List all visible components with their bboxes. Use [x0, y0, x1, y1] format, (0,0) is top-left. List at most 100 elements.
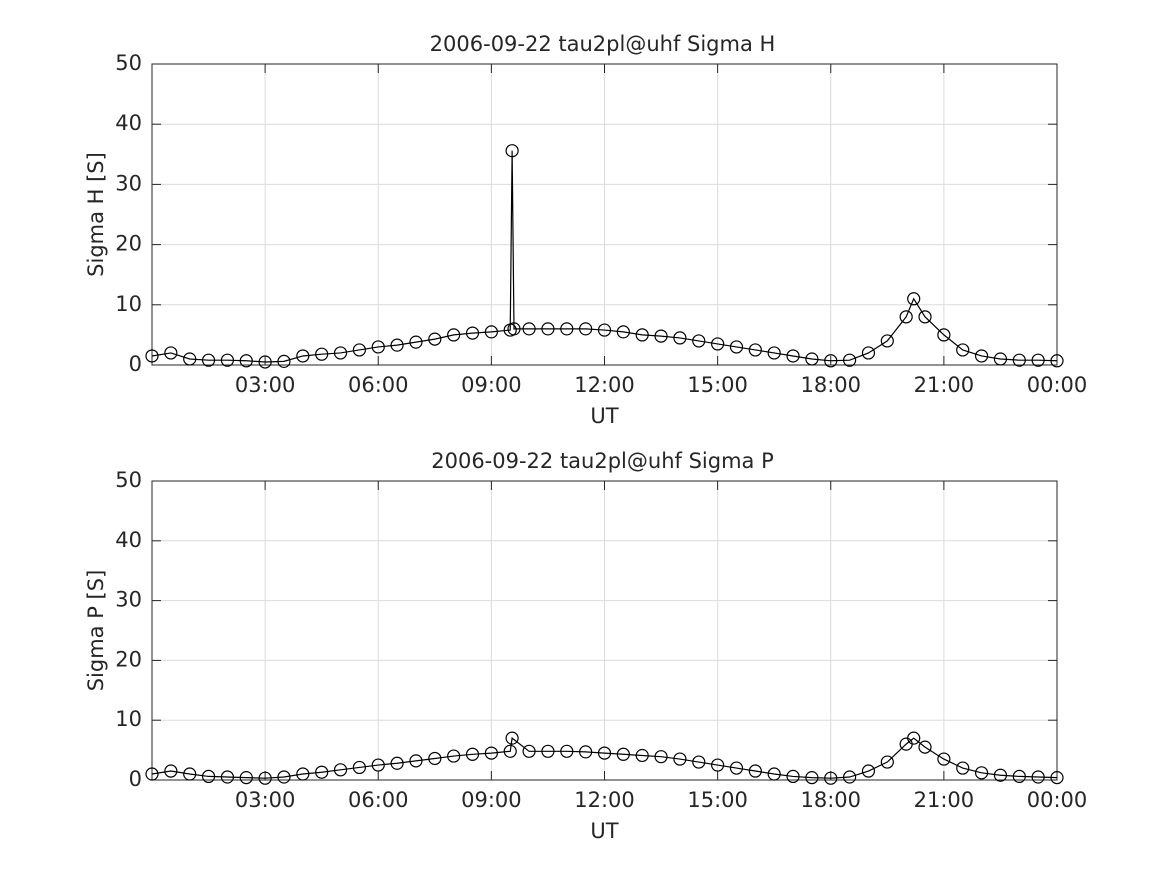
data-point: [1012, 769, 1026, 784]
data-point: [729, 761, 744, 775]
data-point: [937, 328, 951, 342]
data-point: [711, 758, 725, 772]
data-point: [1050, 354, 1064, 368]
data-point: [352, 760, 366, 775]
data-point: [428, 751, 442, 766]
data-line: [151, 150, 1058, 363]
data-point: [579, 322, 593, 336]
y-tick-label: 10: [115, 292, 142, 316]
data-point: [805, 771, 819, 785]
data-point: [409, 335, 423, 349]
y-tick-label: 10: [115, 707, 142, 731]
x-tick-label: 06:00: [348, 788, 409, 812]
x-tick-label: 21:00: [914, 788, 975, 812]
data-point: [296, 767, 310, 781]
data-point: [465, 747, 480, 761]
x-tick-label: 00:00: [1027, 373, 1088, 397]
data-point: [239, 354, 253, 368]
data-point: [447, 749, 461, 763]
x-axis-label: UT: [590, 404, 618, 428]
y-axis-label: Sigma P [S]: [84, 570, 108, 692]
data-point: [597, 323, 612, 337]
data-point: [1050, 771, 1064, 785]
y-tick-label: 50: [115, 468, 142, 492]
data-point: [824, 354, 838, 368]
data-point: [390, 756, 404, 770]
data-point: [333, 763, 348, 777]
data-point: [258, 355, 272, 369]
data-point: [1012, 353, 1026, 367]
data-point: [748, 764, 762, 778]
data-point: [635, 748, 649, 763]
x-tick-label: 12:00: [574, 373, 635, 397]
data-point: [616, 747, 630, 761]
data-point: [805, 352, 819, 366]
data-point: [1031, 770, 1045, 784]
data-point: [145, 349, 159, 363]
data-point: [654, 329, 668, 343]
data-point: [861, 346, 876, 360]
data-point: [145, 767, 159, 781]
y-tick-label: 20: [115, 232, 142, 256]
data-point: [729, 340, 744, 354]
data-point: [220, 353, 235, 367]
data-point: [993, 768, 1008, 782]
x-tick-label: 15:00: [687, 788, 748, 812]
x-tick-label: 03:00: [235, 788, 296, 812]
data-point: [505, 144, 519, 158]
data-point: [907, 292, 921, 306]
data-point: [371, 340, 385, 354]
data-point: [277, 770, 291, 784]
data-point: [843, 770, 857, 784]
data-point: [164, 346, 178, 360]
data-point: [880, 755, 894, 769]
y-axis-label: Sigma H [S]: [84, 152, 108, 277]
data-point: [654, 750, 668, 764]
data-point: [447, 328, 461, 342]
data-point: [974, 766, 989, 780]
x-axis-label: UT: [590, 819, 618, 843]
y-tick-label: 40: [115, 528, 142, 552]
y-tick-label: 40: [115, 111, 142, 135]
data-point: [711, 337, 725, 351]
data-point: [277, 354, 291, 368]
data-point: [541, 322, 555, 336]
data-point: [484, 746, 498, 760]
data-point: [937, 752, 951, 766]
data-point: [635, 328, 649, 342]
y-tick-label: 30: [115, 588, 142, 612]
data-point: [1031, 353, 1045, 367]
y-tick-label: 50: [115, 51, 142, 75]
x-tick-label: 18:00: [800, 373, 861, 397]
data-point: [352, 343, 366, 357]
data-point: [786, 769, 800, 784]
data-point: [315, 347, 329, 361]
data-point: [201, 769, 216, 784]
data-point: [220, 770, 235, 784]
x-tick-label: 12:00: [574, 788, 635, 812]
data-point: [507, 322, 521, 336]
data-point: [503, 744, 517, 758]
x-tick-label: 03:00: [235, 373, 296, 397]
data-point: [541, 744, 555, 758]
data-point: [786, 349, 800, 363]
x-tick-label: 06:00: [348, 373, 409, 397]
data-point: [409, 754, 423, 768]
y-tick-label: 0: [129, 767, 142, 791]
chart-title: 2006-09-22 tau2pl@uhf Sigma P: [431, 449, 774, 473]
data-point: [692, 755, 706, 769]
data-point: [258, 771, 272, 785]
data-point: [597, 746, 612, 760]
data-point: [692, 334, 706, 348]
data-point: [239, 771, 253, 785]
y-tick-label: 30: [115, 171, 142, 195]
data-point: [673, 331, 687, 345]
data-point: [616, 325, 630, 339]
data-point: [956, 761, 970, 775]
data-point: [579, 745, 593, 759]
data-point: [993, 352, 1008, 366]
data-point: [522, 322, 536, 336]
x-tick-label: 09:00: [461, 788, 522, 812]
x-tick-label: 09:00: [461, 373, 522, 397]
